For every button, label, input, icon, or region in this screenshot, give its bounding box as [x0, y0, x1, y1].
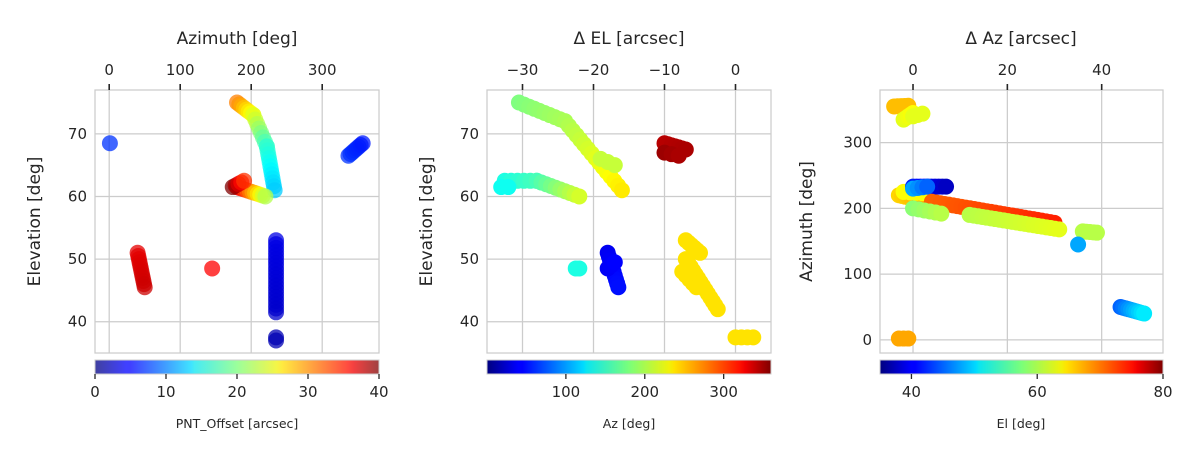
- data-point: [606, 157, 623, 174]
- data-point: [500, 179, 517, 196]
- colorbar-tick-label: 80: [1153, 383, 1172, 401]
- data-point: [136, 279, 153, 296]
- data-point: [938, 178, 955, 195]
- colorbar-tick-label: 10: [156, 383, 175, 401]
- panel-3-top-ticks: 0 20 40: [908, 61, 1111, 90]
- panel-2-top-axis-title: Δ EL [arcsec]: [574, 29, 685, 49]
- data-point: [571, 260, 588, 277]
- colorbar-tick-label: 40: [369, 383, 388, 401]
- data-point: [1070, 236, 1087, 253]
- data-point: [101, 135, 118, 152]
- y-tick-label: 70: [68, 125, 87, 143]
- panel-1-y-ticks: 40 50 60 70: [68, 125, 87, 331]
- data-point: [900, 330, 917, 347]
- panel-2-colorbar-ticks: 100 200 300: [552, 374, 738, 401]
- panel-2-grid: [487, 90, 771, 353]
- data-point: [688, 279, 705, 296]
- panel-2-colorbar: [486, 359, 772, 375]
- y-tick-label: 100: [843, 265, 872, 283]
- panel-2-points: [493, 94, 762, 346]
- x-tick-label: −30: [507, 61, 539, 79]
- y-tick-label: 40: [68, 313, 87, 331]
- data-point: [268, 332, 285, 349]
- colorbar-tick-label: 20: [227, 383, 246, 401]
- x-tick-label: 300: [308, 61, 337, 79]
- panel-1-y-axis-title: Elevation [deg]: [25, 157, 45, 287]
- data-point: [606, 254, 623, 271]
- x-tick-label: 0: [731, 61, 741, 79]
- panel-3-colorbar-label: El [deg]: [997, 416, 1046, 431]
- panel-3-top-axis-title: Δ Az [arcsec]: [965, 29, 1076, 49]
- panel-2-y-ticks: 40 50 60 70: [460, 125, 479, 331]
- data-point: [933, 205, 950, 222]
- data-point: [354, 135, 371, 152]
- panel-2-top-ticks: −30 −20 −10 0: [507, 61, 741, 90]
- data-point: [204, 260, 221, 277]
- data-point: [692, 244, 708, 261]
- x-tick-label: −20: [578, 61, 610, 79]
- colorbar-tick-label: 300: [709, 383, 738, 401]
- data-point: [613, 182, 630, 199]
- panel-3-colorbar: [879, 359, 1164, 375]
- x-tick-label: 20: [998, 61, 1017, 79]
- colorbar-tick-label: 200: [630, 383, 659, 401]
- x-tick-label: 0: [908, 61, 918, 79]
- panel-2-frame: [486, 89, 772, 354]
- colorbar-tick-label: 30: [298, 383, 317, 401]
- y-tick-label: 50: [68, 250, 87, 268]
- panel-3-y-ticks: 0 100 200 300: [843, 134, 872, 349]
- y-tick-label: 60: [68, 187, 87, 205]
- data-point: [709, 301, 726, 318]
- data-point: [1088, 224, 1105, 241]
- data-point: [257, 188, 274, 205]
- x-tick-label: 40: [1092, 61, 1111, 79]
- panel-1-colorbar: [94, 359, 380, 375]
- y-tick-label: 50: [460, 250, 479, 268]
- panel-1-top-axis-title: Azimuth [deg]: [177, 29, 298, 49]
- x-tick-label: 200: [237, 61, 266, 79]
- x-tick-label: −10: [649, 61, 681, 79]
- panel-3-points: [886, 97, 1153, 347]
- data-point: [571, 188, 588, 205]
- panel-3-frame: [879, 89, 1164, 354]
- y-tick-label: 300: [843, 134, 872, 152]
- panel-1-top-ticks: 0 100 200 300: [104, 61, 337, 90]
- panel-1-grid: [95, 90, 379, 353]
- panel-1-colorbar-label: PNT_Offset [arcsec]: [176, 416, 299, 431]
- panel-2-colorbar-label: Az [deg]: [603, 416, 655, 431]
- data-point: [670, 147, 687, 164]
- y-tick-label: 0: [862, 331, 872, 349]
- panel-3-y-axis-title: Azimuth [deg]: [797, 161, 817, 282]
- data-point: [745, 329, 762, 346]
- colorbar-tick-label: 0: [90, 383, 100, 401]
- data-point: [1136, 305, 1153, 322]
- panel-3-colorbar-ticks: 40 60 80: [902, 374, 1173, 401]
- panel-1-frame: [94, 89, 380, 354]
- data-point: [610, 279, 627, 296]
- x-tick-label: 0: [104, 61, 114, 79]
- y-tick-label: 60: [460, 187, 479, 205]
- data-point: [236, 172, 253, 189]
- colorbar-tick-label: 40: [902, 383, 921, 401]
- data-point: [914, 105, 931, 122]
- panel-2: −30 −20 −10 0 40 50 60 70 Δ EL [arcsec] Elevat…: [417, 29, 772, 431]
- data-point: [1051, 221, 1068, 238]
- panel-1-points: [101, 94, 371, 349]
- y-tick-label: 200: [843, 199, 872, 217]
- colorbar-tick-label: 100: [552, 383, 581, 401]
- colorbar-tick-label: 60: [1028, 383, 1047, 401]
- y-tick-label: 70: [460, 125, 479, 143]
- panel-2-y-axis-title: Elevation [deg]: [417, 157, 437, 287]
- data-point: [919, 178, 936, 195]
- panel-3: 0 20 40 0 100 200 300 Δ Az [arcsec] Azimuth […: [797, 29, 1173, 431]
- data-point: [268, 304, 285, 321]
- panel-1-colorbar-ticks: 0 10 20 30 40: [90, 374, 389, 401]
- y-tick-label: 40: [460, 313, 479, 331]
- x-tick-label: 100: [166, 61, 195, 79]
